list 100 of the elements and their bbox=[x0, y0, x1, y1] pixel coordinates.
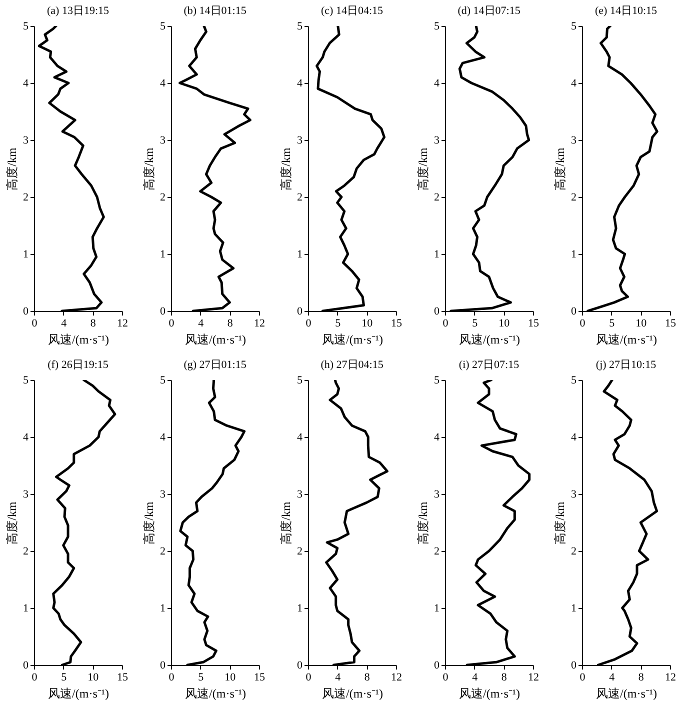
x-tick-label: 15 bbox=[254, 672, 266, 684]
x-axis-title: 风速/(m·s⁻¹) bbox=[459, 332, 520, 346]
y-axis-title: 高度/km bbox=[279, 147, 293, 190]
chart-title: (d) 14日07:15 bbox=[458, 5, 521, 17]
y-tick-label: 3 bbox=[571, 488, 577, 500]
y-tick-label: 0 bbox=[434, 660, 440, 672]
x-tick-label: 4 bbox=[198, 318, 204, 330]
chart-title: (b) 14日01:15 bbox=[184, 5, 247, 17]
x-tick-label: 8 bbox=[638, 672, 644, 684]
y-tick-label: 0 bbox=[434, 306, 440, 318]
y-tick-label: 1 bbox=[297, 602, 302, 614]
x-tick-label: 15 bbox=[665, 318, 676, 330]
y-tick-label: 3 bbox=[160, 488, 166, 500]
y-tick-label: 5 bbox=[571, 20, 577, 32]
y-tick-label: 2 bbox=[297, 192, 302, 204]
y-tick-label: 1 bbox=[23, 248, 28, 260]
chart-title: (g) 27日01:15 bbox=[184, 359, 247, 371]
x-axis-title: 风速/(m·s⁻¹) bbox=[596, 686, 657, 700]
y-tick-label: 2 bbox=[160, 192, 166, 204]
x-tick-label: 15 bbox=[391, 318, 402, 330]
y-tick-label: 2 bbox=[297, 546, 302, 558]
x-tick-label: 0 bbox=[306, 672, 312, 684]
y-tick-label: 5 bbox=[571, 374, 577, 386]
y-tick-label: 1 bbox=[160, 248, 166, 260]
x-tick-label: 0 bbox=[580, 672, 586, 684]
x-tick-label: 4 bbox=[609, 672, 616, 684]
x-tick-label: 8 bbox=[501, 672, 508, 684]
y-tick-label: 0 bbox=[571, 306, 577, 318]
y-tick-label: 1 bbox=[23, 602, 28, 614]
y-tick-label: 3 bbox=[434, 488, 440, 500]
y-tick-label: 3 bbox=[297, 488, 303, 500]
x-tick-label: 0 bbox=[168, 672, 175, 684]
y-tick-label: 5 bbox=[160, 20, 166, 32]
x-axis-title: 风速/(m·s⁻¹) bbox=[48, 332, 109, 346]
x-tick-label: 10 bbox=[88, 672, 100, 684]
y-tick-label: 4 bbox=[571, 432, 577, 444]
x-tick-label: 10 bbox=[636, 318, 648, 330]
y-tick-label: 4 bbox=[297, 432, 303, 444]
chart-title: (a) 13日19:15 bbox=[46, 5, 110, 17]
x-tick-label: 5 bbox=[335, 318, 342, 330]
chart-title: (c) 14日04:15 bbox=[320, 5, 384, 17]
y-tick-label: 5 bbox=[434, 20, 440, 32]
y-tick-label: 5 bbox=[23, 20, 29, 32]
y-tick-label: 2 bbox=[434, 192, 440, 204]
x-axis-title: 风速/(m·s⁻¹) bbox=[185, 332, 246, 346]
y-axis-title: 高度/km bbox=[279, 501, 293, 544]
y-tick-label: 4 bbox=[160, 78, 166, 90]
y-tick-label: 3 bbox=[23, 134, 29, 146]
y-tick-label: 5 bbox=[160, 374, 166, 386]
x-tick-label: 10 bbox=[498, 318, 510, 330]
y-tick-label: 1 bbox=[434, 602, 440, 614]
y-tick-label: 0 bbox=[297, 306, 303, 318]
y-tick-label: 0 bbox=[160, 306, 166, 318]
chart-title: (j) 27日10:15 bbox=[596, 359, 657, 371]
chart-title: (h) 27日04:15 bbox=[320, 359, 384, 371]
x-tick-label: 0 bbox=[168, 318, 175, 330]
chart-title: (f) 26日19:15 bbox=[48, 359, 109, 371]
x-tick-label: 12 bbox=[665, 672, 676, 684]
x-tick-label: 5 bbox=[609, 318, 616, 330]
x-tick-label: 10 bbox=[224, 672, 236, 684]
x-tick-label: 0 bbox=[580, 318, 586, 330]
x-tick-label: 0 bbox=[442, 672, 449, 684]
y-axis-title: 高度/km bbox=[5, 147, 19, 190]
y-axis-title: 高度/km bbox=[416, 501, 430, 544]
x-tick-label: 10 bbox=[362, 318, 374, 330]
x-tick-label: 12 bbox=[391, 672, 402, 684]
y-tick-label: 4 bbox=[297, 78, 303, 90]
y-tick-label: 3 bbox=[297, 134, 303, 146]
y-tick-label: 2 bbox=[23, 192, 28, 204]
y-tick-label: 0 bbox=[571, 660, 577, 672]
x-tick-label: 4 bbox=[335, 672, 342, 684]
y-tick-label: 0 bbox=[297, 660, 303, 672]
x-axis-title: 风速/(m·s⁻¹) bbox=[459, 686, 520, 700]
y-axis-title: 高度/km bbox=[553, 501, 567, 544]
y-tick-label: 4 bbox=[434, 432, 440, 444]
y-tick-label: 3 bbox=[571, 134, 577, 146]
x-axis-title: 风速/(m·s⁻¹) bbox=[48, 686, 109, 700]
y-tick-label: 5 bbox=[297, 20, 303, 32]
x-tick-label: 12 bbox=[117, 318, 128, 330]
y-axis-title: 高度/km bbox=[5, 501, 19, 544]
y-tick-label: 1 bbox=[571, 602, 576, 614]
y-tick-label: 1 bbox=[571, 248, 576, 260]
y-tick-label: 5 bbox=[23, 374, 29, 386]
x-tick-label: 4 bbox=[61, 318, 68, 330]
y-axis-title: 高度/km bbox=[553, 147, 567, 190]
x-tick-label: 0 bbox=[306, 318, 312, 330]
x-tick-label: 8 bbox=[364, 672, 370, 684]
y-tick-label: 5 bbox=[434, 374, 440, 386]
y-tick-label: 3 bbox=[160, 134, 166, 146]
y-tick-label: 4 bbox=[23, 432, 29, 444]
y-tick-label: 2 bbox=[571, 192, 576, 204]
x-axis-title: 风速/(m·s⁻¹) bbox=[185, 686, 246, 700]
y-tick-label: 1 bbox=[434, 248, 440, 260]
y-tick-label: 4 bbox=[434, 78, 440, 90]
x-axis-title: 风速/(m·s⁻¹) bbox=[322, 686, 383, 700]
y-tick-label: 2 bbox=[23, 546, 28, 558]
x-tick-label: 12 bbox=[528, 672, 539, 684]
y-tick-label: 0 bbox=[23, 306, 29, 318]
y-tick-label: 2 bbox=[571, 546, 576, 558]
x-tick-label: 0 bbox=[32, 672, 38, 684]
